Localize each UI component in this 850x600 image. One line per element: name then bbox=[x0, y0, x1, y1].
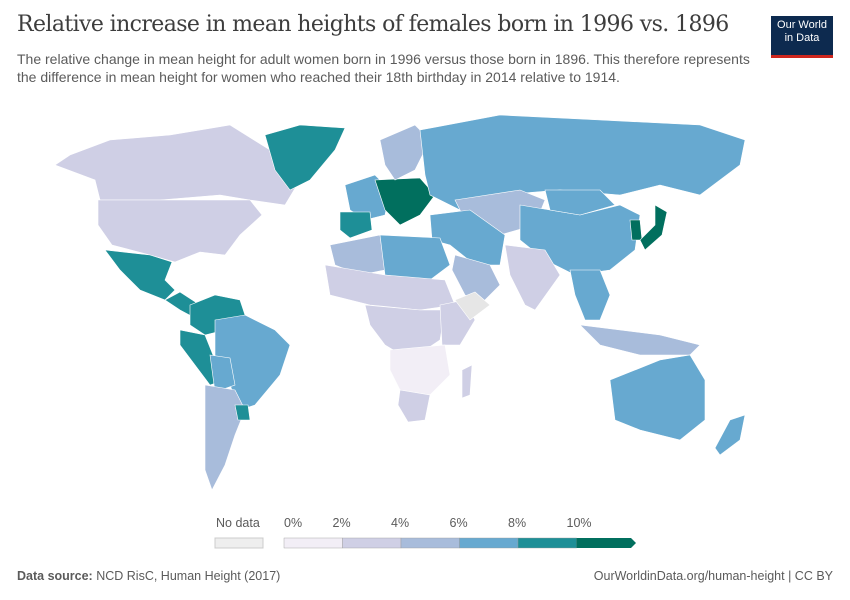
country-central-europe[interactable] bbox=[374, 177, 436, 226]
country-india[interactable] bbox=[504, 244, 561, 311]
country-indonesia[interactable] bbox=[579, 324, 701, 356]
country-uruguay[interactable] bbox=[234, 404, 251, 421]
country-russia[interactable] bbox=[419, 114, 746, 211]
legend-bin-0 bbox=[283, 537, 343, 549]
legend-bin-5 bbox=[576, 538, 636, 548]
legend-no-data-label: No data bbox=[216, 516, 260, 530]
country-korea[interactable] bbox=[629, 219, 643, 241]
legend-tick-label: 8% bbox=[508, 516, 527, 530]
legend-bin-1 bbox=[342, 537, 402, 549]
chart-title: Relative increase in mean heights of fem… bbox=[17, 12, 729, 37]
data-source: Data source: NCD RisC, Human Height (201… bbox=[17, 569, 280, 583]
country-japan[interactable] bbox=[639, 204, 668, 251]
country-new-zealand[interactable] bbox=[714, 414, 746, 456]
country-southeast-asia[interactable] bbox=[569, 269, 611, 321]
country-sahel[interactable] bbox=[324, 264, 456, 311]
country-argentina-chile[interactable] bbox=[204, 384, 246, 491]
country-spain[interactable] bbox=[339, 211, 373, 239]
country-mongolia[interactable] bbox=[544, 189, 616, 216]
legend-bin-3 bbox=[459, 537, 519, 549]
country-australia[interactable] bbox=[609, 354, 706, 441]
country-united-states[interactable] bbox=[97, 199, 263, 263]
legend bbox=[214, 537, 636, 549]
logo-line-2: in Data bbox=[784, 32, 820, 44]
country-ethiopia-somalia[interactable] bbox=[454, 291, 491, 321]
credit-link[interactable]: OurWorldinData.org/human-height | CC BY bbox=[593, 569, 833, 583]
country-canada[interactable] bbox=[54, 124, 301, 206]
country-southern-africa[interactable] bbox=[389, 344, 451, 396]
country-mexico[interactable] bbox=[104, 249, 176, 301]
legend-bin-4 bbox=[517, 537, 577, 549]
source-label: Data source: bbox=[17, 569, 93, 583]
country-south-africa[interactable] bbox=[397, 389, 431, 423]
legend-tick-label: 10% bbox=[566, 516, 592, 530]
country-madagascar[interactable] bbox=[461, 364, 473, 399]
world-map bbox=[54, 114, 746, 491]
country-bolivia[interactable] bbox=[209, 354, 236, 393]
country-libya-egypt[interactable] bbox=[379, 234, 451, 281]
country-greenland[interactable] bbox=[264, 124, 346, 191]
legend-tick-label: 4% bbox=[391, 516, 410, 530]
chart-subtitle: The relative change in mean height for a… bbox=[17, 51, 750, 85]
legend-tick-label: 0% bbox=[284, 516, 303, 530]
logo-line-1: Our World bbox=[777, 19, 827, 31]
source-text: NCD RisC, Human Height (2017) bbox=[96, 569, 281, 583]
country-scandinavia[interactable] bbox=[379, 124, 431, 181]
legend-bin-2 bbox=[400, 537, 460, 549]
owid-logo[interactable]: Our World in Data bbox=[771, 16, 833, 58]
legend-tick-label: 2% bbox=[332, 516, 351, 530]
legend-no-data-swatch bbox=[214, 537, 264, 549]
legend-tick-label: 6% bbox=[449, 516, 468, 530]
country-north-africa[interactable] bbox=[329, 234, 386, 276]
